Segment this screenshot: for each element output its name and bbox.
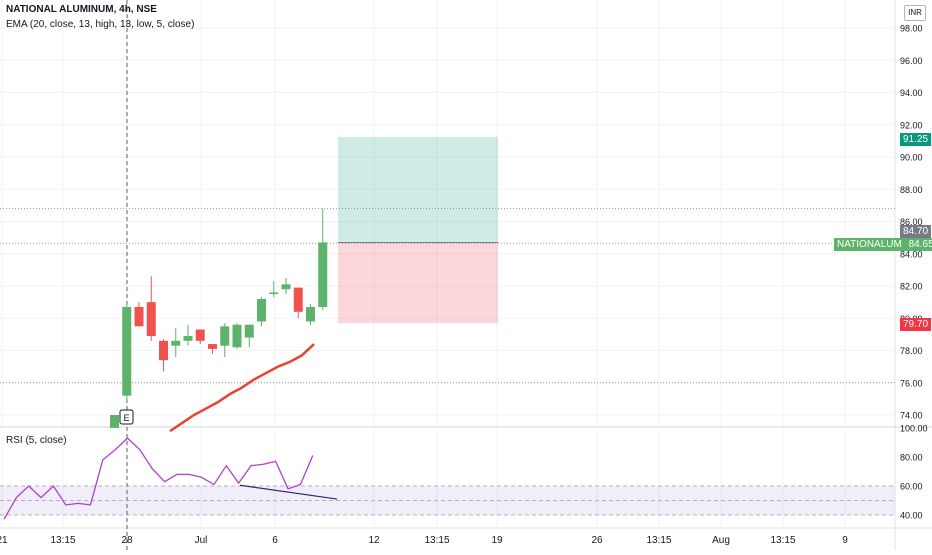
symbol-label: NATIONALUM [837, 239, 902, 250]
rsi-y-tick-label: 100.00 [900, 424, 928, 434]
x-tick-label: 13:15 [646, 535, 671, 546]
x-tick-label: 26 [591, 535, 603, 546]
x-tick-label: 13:15 [424, 535, 449, 546]
candle-body [293, 287, 303, 312]
x-tick-label: 13:15 [770, 535, 795, 546]
rsi-trendline [239, 484, 338, 500]
position-profit-zone [338, 136, 498, 243]
y-tick-label: 86.00 [900, 217, 923, 227]
x-tick-label: Jul [195, 535, 208, 546]
y-tick-label: 82.00 [900, 282, 923, 292]
y-tick-label: 96.00 [900, 56, 923, 66]
y-tick-label: 84.00 [900, 249, 923, 259]
rsi-line [3, 437, 314, 520]
symbol-price: 84.65 [908, 239, 932, 250]
candle-body [232, 324, 242, 348]
x-tick-label: 12 [368, 535, 380, 546]
candle-body [110, 415, 119, 428]
x-tick-label: Aug [712, 535, 730, 546]
x-tick-label: 13:15 [50, 535, 75, 546]
candle-body [183, 335, 193, 341]
event-marker-label: E [123, 413, 129, 423]
y-tick-label: 92.00 [900, 120, 923, 130]
candle-body [281, 284, 291, 290]
candle-body [146, 302, 156, 336]
candle-body [257, 298, 266, 322]
x-tick-label: 9 [842, 535, 848, 546]
y-tick-label: 78.00 [900, 346, 923, 356]
rsi-y-tick-label: 60.00 [900, 482, 923, 492]
y-tick-label: 88.00 [900, 185, 923, 195]
y-tick-label: 94.00 [900, 88, 923, 98]
x-tick-label: 6 [272, 535, 278, 546]
ema-legend: EMA (20, close, 13, high, 13, low, 5, cl… [6, 19, 195, 30]
candle-body [220, 326, 230, 346]
candle-body [195, 329, 205, 341]
candle-body [306, 306, 315, 322]
position-loss-zone [338, 242, 498, 324]
y-tick-label: 74.00 [900, 411, 923, 421]
y-tick-label: 90.00 [900, 153, 923, 163]
candle-body [171, 340, 181, 346]
y-tick-label: 76.00 [900, 378, 923, 388]
rsi-y-tick-label: 40.00 [900, 511, 923, 521]
candle-body [269, 292, 279, 295]
ema-line [169, 343, 315, 433]
rsi-y-tick-label: 80.00 [900, 453, 923, 463]
x-tick-label: 21 [0, 535, 8, 546]
symbol-price-tag: NATIONALUM 84.65 [834, 238, 932, 251]
candle-body [318, 242, 328, 307]
x-tick-label: 19 [491, 535, 503, 546]
target-price-tag: 91.25 [900, 133, 932, 146]
current-price-tag: 84.70 [900, 225, 932, 238]
y-tick-label: 98.00 [900, 24, 923, 34]
stop-price-tag: 79.70 [900, 318, 932, 331]
event-marker-box [119, 409, 134, 425]
currency-button[interactable]: INR [904, 5, 926, 21]
rsi-legend: RSI (5, close) [6, 435, 67, 446]
candle-body [159, 340, 168, 361]
chart-title: NATIONAL ALUMINUM, 4h, NSE [6, 4, 157, 15]
candle-body [122, 306, 132, 396]
candle-body [244, 324, 254, 338]
candle-body [208, 344, 217, 349]
candle-body [134, 306, 144, 327]
